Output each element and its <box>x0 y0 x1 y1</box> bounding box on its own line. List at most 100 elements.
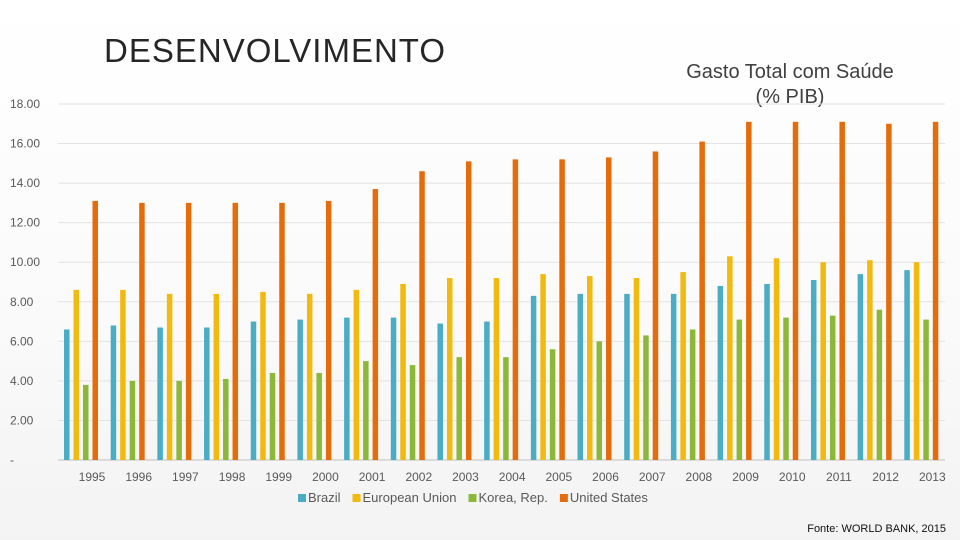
bar-united-states-2011 <box>839 121 845 461</box>
bar-brazil-2004 <box>484 321 490 460</box>
bar-korea-rep--1999 <box>269 372 276 460</box>
bar-european-union-2009 <box>727 256 733 460</box>
x-tick-label: 1996 <box>125 470 152 484</box>
x-tick-label: 2013 <box>919 470 946 484</box>
bar-european-union-2001 <box>353 289 360 460</box>
bar-united-states-2013 <box>932 121 939 461</box>
y-tick-label: 18.00 <box>10 97 40 111</box>
bar-united-states-2000 <box>325 200 332 460</box>
bar-brazil-2007 <box>624 293 630 460</box>
y-axis-ticks: - 2.00 4.00 6.00 8.00 10.00 12.00 14.00 16.00 18.… <box>10 97 40 467</box>
bar-european-union-2010 <box>773 258 780 460</box>
bar-korea-rep--2001 <box>363 361 369 460</box>
x-tick-label: 2002 <box>405 470 432 484</box>
bar-korea-rep--2008 <box>689 329 696 460</box>
bar-korea-rep--1995 <box>83 384 89 460</box>
bar-korea-rep--1996 <box>129 380 136 460</box>
x-axis-ticks: 1995 1996 1997 1998 1999 2000 2001 2002 2003 2004… <box>79 470 946 484</box>
bar-brazil-1997 <box>157 327 163 460</box>
x-tick-label: 2012 <box>872 470 899 484</box>
bar-united-states-2003 <box>465 161 472 460</box>
bar-european-union-2013 <box>913 262 920 460</box>
bar-united-states-1999 <box>279 202 285 460</box>
x-tick-label: 2009 <box>732 470 759 484</box>
bar-european-union-2005 <box>540 274 546 460</box>
bar-korea-rep--2013 <box>923 319 929 460</box>
bar-european-union-2007 <box>633 278 640 460</box>
bar-korea-rep--2002 <box>409 365 416 460</box>
bar-brazil-2013 <box>904 270 910 460</box>
chart-title: Gasto Total com Saúde (% PIB) <box>640 60 940 110</box>
legend-swatch <box>298 494 306 502</box>
bar-korea-rep--2011 <box>829 315 836 460</box>
bar-european-union-2008 <box>680 272 686 460</box>
bar-brazil-2009 <box>717 285 724 460</box>
bar-korea-rep--2006 <box>596 341 603 460</box>
bar-european-union-2003 <box>446 278 453 460</box>
bar-united-states-2008 <box>699 141 705 461</box>
bar-korea-rep--1997 <box>176 380 182 460</box>
bar-korea-rep--1998 <box>223 378 229 460</box>
bar-brazil-1998 <box>204 327 210 460</box>
bar-united-states-2005 <box>559 159 565 460</box>
chart-title-line-1: Gasto Total com Saúde <box>686 61 894 83</box>
x-tick-label: 2006 <box>592 470 619 484</box>
bar-european-union-1995 <box>73 289 79 460</box>
bar-brazil-2012 <box>857 274 864 460</box>
bar-european-union-2011 <box>820 262 826 460</box>
bar-brazil-2005 <box>530 295 537 460</box>
bar-brazil-1996 <box>110 325 117 460</box>
bar-european-union-2012 <box>867 260 873 460</box>
x-tick-label: 2005 <box>545 470 572 484</box>
x-tick-label: 2007 <box>639 470 666 484</box>
bar-european-union-2004 <box>493 278 500 460</box>
bar-united-states-2001 <box>372 189 379 461</box>
bar-brazil-1995 <box>64 329 70 460</box>
bar-korea-rep--2005 <box>549 349 556 460</box>
x-tick-label: 1998 <box>219 470 246 484</box>
bar-united-states-1995 <box>92 200 98 460</box>
bar-korea-rep--2009 <box>736 319 743 460</box>
legend-swatch <box>468 494 477 502</box>
bar-brazil-2003 <box>437 323 443 460</box>
bar-united-states-1998 <box>232 202 239 460</box>
bar-european-union-2006 <box>587 276 593 460</box>
y-tick-label: 14.00 <box>10 176 40 190</box>
y-tick-label: - <box>10 453 14 467</box>
bar-brazil-2001 <box>344 317 350 460</box>
chart-title-line-2: (% PIB) <box>755 86 825 108</box>
bar-brazil-2010 <box>764 283 770 460</box>
x-tick-label: 2001 <box>359 470 386 484</box>
x-tick-label: 2003 <box>452 470 479 484</box>
y-tick-label: 12.00 <box>10 216 40 230</box>
y-tick-label: 8.00 <box>10 295 34 309</box>
bar-united-states-2006 <box>606 157 612 460</box>
y-tick-label: 4.00 <box>10 374 34 388</box>
bar-european-union-2002 <box>400 283 406 460</box>
bar-korea-rep--2004 <box>503 357 509 460</box>
bar-united-states-2010 <box>792 121 799 461</box>
bar-european-union-2000 <box>306 293 313 460</box>
y-tick-label: 10.00 <box>10 255 40 269</box>
x-tick-label: 2004 <box>499 470 526 484</box>
x-tick-label: 2008 <box>686 470 713 484</box>
bar-brazil-1999 <box>250 321 257 460</box>
bar-brazil-2011 <box>810 280 817 460</box>
bar-korea-rep--2000 <box>316 372 322 460</box>
bar-korea-rep--2012 <box>876 309 883 460</box>
x-tick-label: 1997 <box>172 470 199 484</box>
x-tick-label: 2011 <box>826 470 852 484</box>
bar-united-states-2012 <box>886 123 892 461</box>
x-tick-label: 2010 <box>779 470 806 484</box>
bar-brazil-2008 <box>670 293 677 460</box>
bar-united-states-2007 <box>652 151 659 460</box>
slide-title: DESENVOLVIMENTO <box>104 32 447 69</box>
bar-european-union-1997 <box>166 293 173 460</box>
legend-label: Korea, Rep. <box>478 490 547 505</box>
x-tick-label: 1999 <box>265 470 292 484</box>
bar-european-union-1996 <box>120 289 126 460</box>
y-tick-label: 16.00 <box>10 137 40 151</box>
y-tick-label: 6.00 <box>10 334 34 348</box>
bar-korea-rep--2010 <box>783 317 789 460</box>
